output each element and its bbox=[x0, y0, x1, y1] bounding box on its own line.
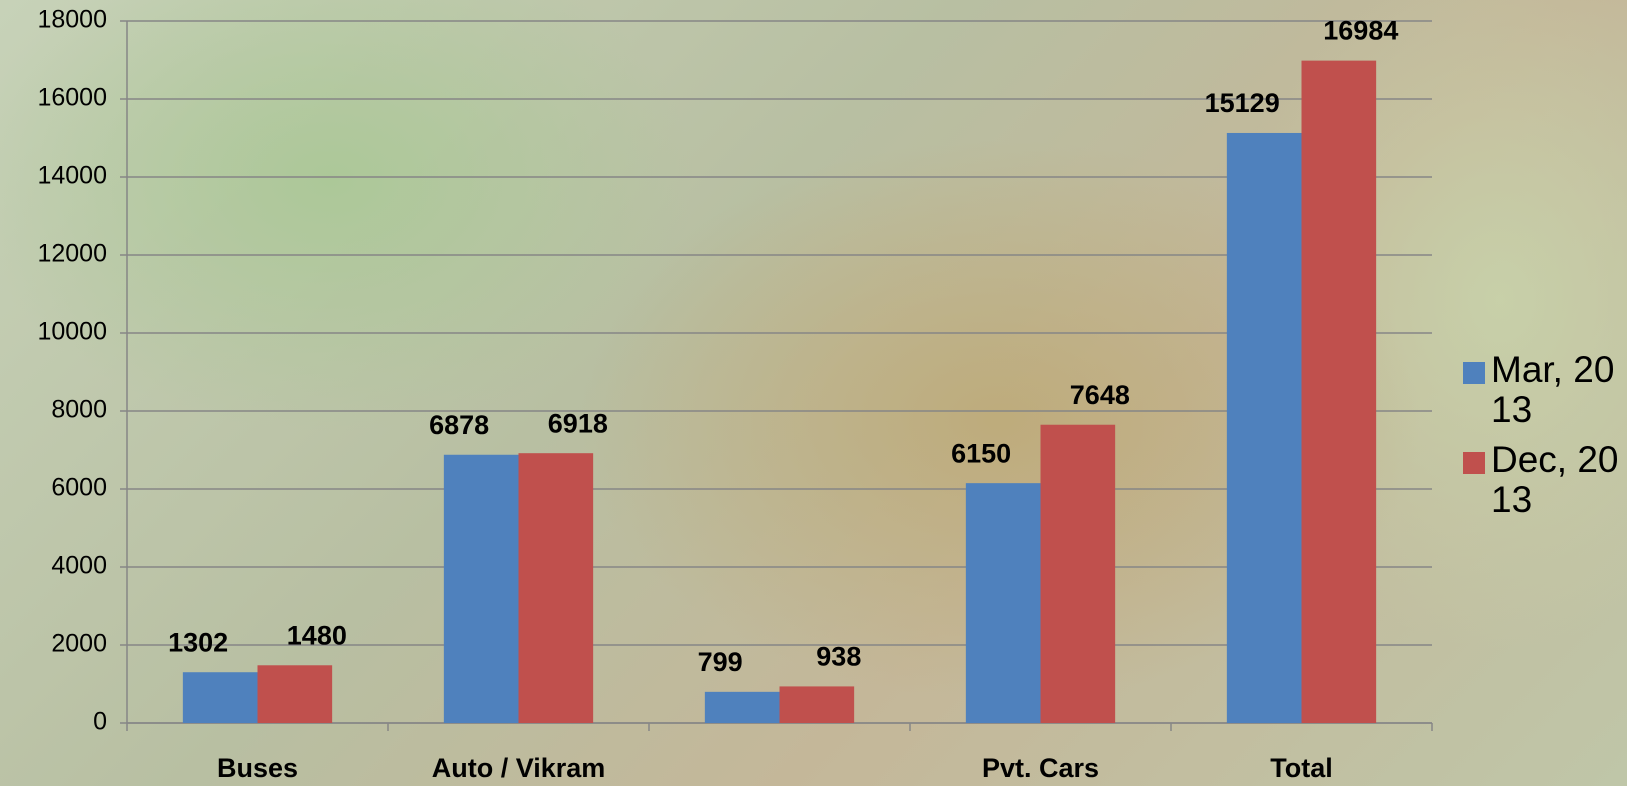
data-label: 6150 bbox=[951, 438, 1011, 468]
bar bbox=[444, 455, 519, 723]
data-label: 1480 bbox=[287, 620, 347, 650]
data-label: 7648 bbox=[1070, 380, 1130, 410]
y-tick-label: 2000 bbox=[51, 630, 107, 658]
x-tick-label: Auto / Vikram bbox=[432, 753, 606, 783]
data-label: 6918 bbox=[548, 408, 608, 438]
y-tick-label: 14000 bbox=[37, 162, 107, 190]
bar bbox=[519, 453, 594, 723]
x-tick-label: Buses bbox=[217, 753, 298, 783]
data-label: 6878 bbox=[429, 410, 489, 440]
y-tick-label: 4000 bbox=[51, 552, 107, 580]
y-tick-label: 0 bbox=[93, 708, 107, 736]
bar bbox=[1302, 61, 1377, 723]
legend: Mar, 2013 Dec, 2013 bbox=[1463, 350, 1623, 530]
data-label: 799 bbox=[698, 647, 743, 677]
chart: 0 2000 4000 6000 8000 10000 12000 14000 16000 180… bbox=[0, 0, 1627, 786]
legend-label: Mar, 2013 bbox=[1491, 350, 1619, 430]
y-tick-label: 16000 bbox=[37, 84, 107, 112]
bar bbox=[1227, 133, 1302, 723]
x-tick-label: Pvt. Cars bbox=[982, 753, 1099, 783]
legend-swatch bbox=[1463, 452, 1485, 474]
y-tick-label: 8000 bbox=[51, 396, 107, 424]
bar bbox=[780, 686, 855, 723]
data-label: 16984 bbox=[1323, 16, 1398, 46]
legend-item: Dec, 2013 bbox=[1463, 440, 1623, 520]
y-tick-label: 10000 bbox=[37, 318, 107, 346]
y-tick-label: 6000 bbox=[51, 474, 107, 502]
bar bbox=[258, 665, 333, 723]
bar bbox=[966, 483, 1041, 723]
bar bbox=[183, 672, 258, 723]
data-label: 938 bbox=[816, 642, 861, 672]
data-label: 15129 bbox=[1205, 88, 1280, 118]
legend-label: Dec, 2013 bbox=[1491, 440, 1619, 520]
y-tick-label: 18000 bbox=[37, 6, 107, 34]
legend-item: Mar, 2013 bbox=[1463, 350, 1623, 430]
bar bbox=[705, 692, 780, 723]
x-tick-label: Total bbox=[1270, 753, 1333, 783]
y-tick-label: 12000 bbox=[37, 240, 107, 268]
legend-swatch bbox=[1463, 362, 1485, 384]
page: 0 2000 4000 6000 8000 10000 12000 14000 16000 180… bbox=[0, 0, 1627, 786]
bar bbox=[1041, 425, 1116, 723]
data-label: 1302 bbox=[168, 627, 228, 657]
